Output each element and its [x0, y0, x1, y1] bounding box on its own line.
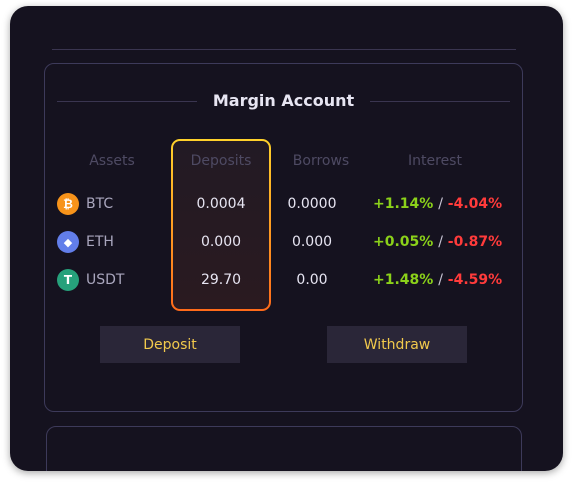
deposit-value: 0.000: [200, 234, 242, 250]
header-deposits: Deposits: [190, 153, 252, 169]
deposits-column-highlight: [171, 139, 271, 311]
asset-row-eth: ◆ ETH: [57, 230, 114, 254]
borrow-value: 0.000: [291, 234, 333, 250]
interest-separator: /: [438, 196, 443, 212]
withdraw-button[interactable]: Withdraw: [327, 326, 467, 363]
margin-panel: Margin Account Assets Deposits Borrows I…: [10, 6, 563, 471]
asset-name: BTC: [86, 196, 114, 212]
interest-value: +1.14% / -4.04%: [373, 195, 503, 213]
top-divider: [52, 49, 516, 50]
next-card-edge: [46, 426, 522, 471]
asset-row-usdt: T USDT: [57, 268, 124, 292]
deposit-button[interactable]: Deposit: [100, 326, 240, 363]
ethereum-icon: ◆: [57, 231, 79, 253]
asset-row-btc: ₿ BTC: [57, 192, 113, 216]
asset-name: USDT: [86, 272, 125, 288]
interest-negative: -4.59%: [447, 272, 503, 288]
margin-account-card: Margin Account Assets Deposits Borrows I…: [44, 63, 523, 412]
header-interest: Interest: [408, 153, 462, 169]
interest-value: +0.05% / -0.87%: [373, 233, 503, 251]
interest-positive: +1.14%: [373, 196, 434, 212]
interest-separator: /: [438, 272, 443, 288]
deposit-value: 0.0004: [196, 196, 246, 212]
interest-positive: +1.48%: [373, 272, 434, 288]
interest-positive: +0.05%: [373, 234, 434, 250]
interest-negative: -0.87%: [447, 234, 503, 250]
bitcoin-icon: ₿: [57, 193, 79, 215]
interest-value: +1.48% / -4.59%: [373, 271, 503, 289]
tether-icon: T: [57, 269, 79, 291]
borrow-value: 0.00: [296, 272, 328, 288]
header-borrows: Borrows: [292, 153, 350, 169]
title-divider-right: [370, 101, 510, 102]
borrow-value: 0.0000: [287, 196, 337, 212]
asset-name: ETH: [86, 234, 114, 250]
card-title: Margin Account: [212, 91, 355, 110]
card-title-row: Margin Account: [57, 90, 510, 112]
header-assets: Assets: [89, 153, 135, 169]
deposit-value: 29.70: [200, 272, 242, 288]
title-divider-left: [57, 101, 197, 102]
interest-negative: -4.04%: [447, 196, 503, 212]
interest-separator: /: [438, 234, 443, 250]
